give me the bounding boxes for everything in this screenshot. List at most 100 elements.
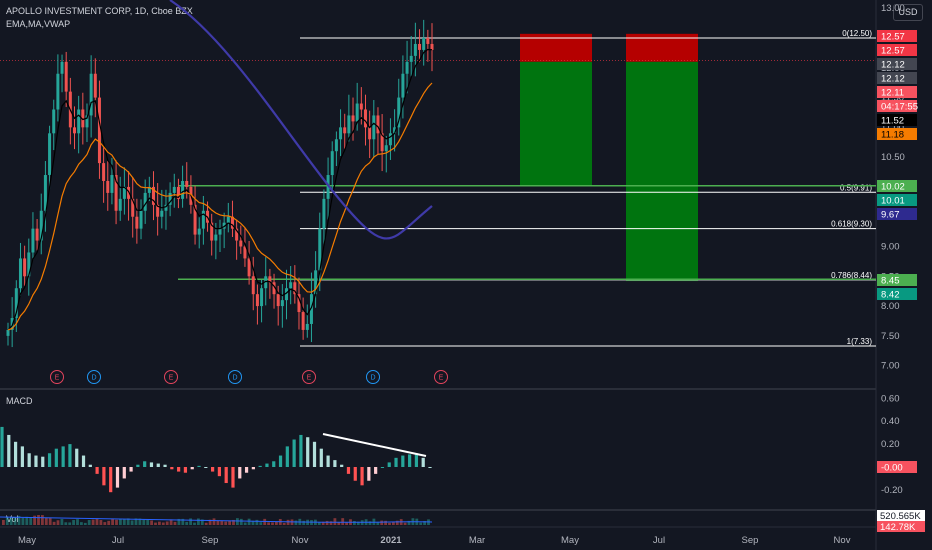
macd-bar [20, 446, 24, 467]
volume-bar [220, 520, 224, 525]
candle-body [418, 43, 422, 50]
volume-bar [119, 518, 122, 525]
price-badge-label: 12.57 [881, 32, 905, 43]
volume-bar [212, 518, 216, 525]
candle-body [426, 38, 430, 44]
volume-bar [395, 520, 399, 525]
candle-body [318, 228, 322, 271]
volume-bar [2, 520, 5, 525]
candle-body [218, 228, 222, 235]
price-badge [877, 30, 917, 42]
candle-body [243, 246, 247, 259]
volume-bar [134, 518, 138, 525]
candle-body [384, 145, 388, 152]
candle-body [160, 210, 164, 217]
volume-bar [165, 521, 169, 525]
macd-tick-label: 0.60 [881, 393, 900, 404]
price-badge [877, 194, 917, 206]
volume-bar [286, 519, 290, 525]
price-badge-label: 10.02 [881, 182, 905, 193]
candle-body [255, 294, 259, 307]
macd-bar [75, 448, 79, 467]
volume-bar [111, 518, 114, 525]
macd-bar [47, 453, 52, 467]
dividend-label: D [232, 375, 237, 382]
volume-bar [341, 518, 345, 525]
volume-bar [33, 515, 36, 525]
candle-body [201, 210, 205, 229]
volume-bar [103, 522, 107, 525]
candle-body [97, 97, 101, 164]
volume-bar [177, 518, 181, 525]
candle-body [147, 186, 151, 193]
fib-level-label: 0.618(9.30) [831, 220, 872, 229]
fib-level-label: 0.5(9.91) [840, 183, 872, 192]
candle-body [102, 163, 106, 181]
macd-bar [68, 444, 72, 467]
macd-bar [387, 462, 391, 467]
volume-bar [52, 521, 56, 525]
candle-body [48, 133, 52, 176]
take-profit-zone [626, 61, 698, 282]
time-tick-label: Sep [742, 535, 759, 546]
indicators-legend[interactable]: EMA,MA,VWAP [6, 19, 71, 29]
candle-body [347, 115, 351, 134]
volume-bar [17, 515, 21, 525]
currency-button[interactable]: USD [893, 4, 923, 21]
volume-bar [130, 520, 134, 525]
candle-body [314, 270, 318, 295]
price-badge [877, 180, 917, 192]
candle-body [280, 300, 284, 307]
earnings-label: E [307, 375, 312, 382]
volume-bar [146, 519, 150, 525]
candle-body [264, 276, 268, 289]
candle-body [372, 115, 376, 140]
macd-bar [285, 446, 289, 467]
macd-bar [394, 457, 398, 467]
macd-trendline [322, 433, 427, 457]
volume-bar [5, 517, 9, 525]
volume-bar [419, 522, 423, 525]
candle-body [401, 73, 405, 98]
candle-body [139, 210, 143, 229]
candle-body [380, 133, 384, 152]
macd-bar [224, 467, 228, 484]
macd-bar [149, 462, 154, 467]
price-badge-label: 12.57 [881, 46, 905, 57]
candle-body [409, 55, 413, 62]
volume-badge [877, 510, 925, 521]
candle-body [363, 109, 367, 128]
dividend-label: D [91, 375, 96, 382]
volume-bar [388, 522, 391, 525]
candle-body [64, 61, 68, 92]
price-tick-label: 11.50 [881, 93, 904, 104]
macd-bar [54, 448, 58, 467]
volume-bar [407, 520, 411, 525]
candle-body [114, 175, 118, 211]
volume-bar [263, 518, 267, 525]
candle-body [197, 228, 201, 235]
candle-body [60, 61, 64, 74]
volume-bar [193, 522, 196, 525]
macd-bar [292, 439, 296, 467]
candle-body [413, 43, 417, 56]
macd-bar [333, 460, 337, 467]
macd-label[interactable]: MACD [6, 396, 33, 406]
volume-bar [189, 518, 192, 525]
volume-bar [356, 521, 360, 525]
macd-bar [109, 467, 113, 493]
volume-bar [247, 518, 251, 525]
volume-bar [243, 522, 247, 525]
volume-bar [91, 519, 95, 525]
price-badge-label: 8.42 [881, 290, 900, 301]
macd-bar [428, 467, 432, 468]
macd-bar [306, 437, 310, 467]
volume-bar [345, 522, 348, 525]
volume-bar [126, 518, 130, 525]
candle-body [301, 312, 305, 330]
price-badge-label: 11.52 [881, 116, 904, 127]
macd-bar [401, 455, 405, 467]
volume-badge-label: 142.78K [880, 522, 916, 533]
macd-bar [238, 467, 242, 479]
